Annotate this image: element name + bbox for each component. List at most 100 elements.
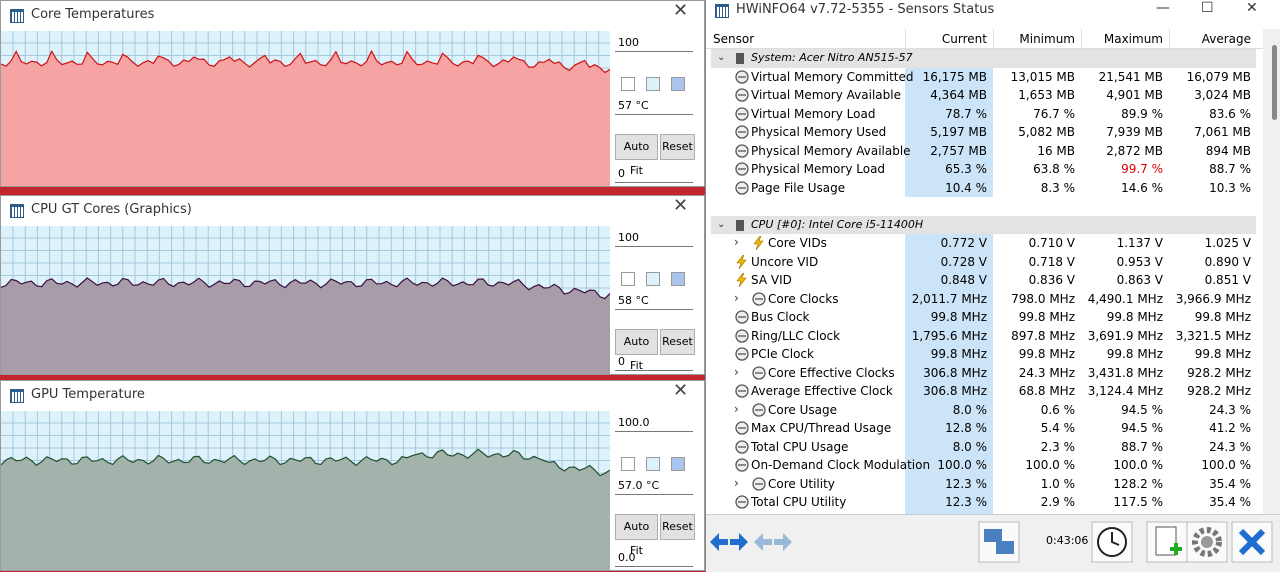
icon-bar [21,392,23,402]
sensor-value: 99.8 MHz [1106,347,1163,361]
collapse-arrow[interactable]: ⌄ [717,52,726,63]
sensor-value: 24.3 MHz [1018,365,1075,380]
close-button[interactable]: ✕ [673,195,689,216]
nav-button[interactable] [710,529,748,555]
sensor-value: 68.8 MHz [1018,384,1075,398]
close-button[interactable]: ✕ [673,0,689,21]
bolt-icon [753,236,764,250]
sensor-value: 1.0 % [1040,476,1075,491]
sensor-value: 8.0 % [952,439,987,454]
reset-button[interactable]: Reset [660,134,695,160]
toolbar-button[interactable] [1231,521,1273,563]
reset-button[interactable]: Reset [660,514,695,540]
graph [1,226,610,374]
sensor-value: 78.7 % [945,106,987,121]
graph-line [1,277,610,300]
sensor-value: 88.7 % [1209,162,1251,176]
clock-icon [735,347,749,361]
sensor-value: 2,011.7 MHz [911,291,987,306]
icon-bar [12,207,14,217]
sensor-value: 10.3 % [1209,180,1251,195]
sensor-value: 7,061 MB [1194,125,1251,139]
arrow-right [730,533,748,551]
window-control[interactable]: ✕ [1246,0,1258,16]
clock-icon [735,143,749,158]
clock-icon [735,421,749,435]
color-box[interactable] [621,272,635,286]
color-box[interactable] [646,272,660,286]
color-box[interactable] [671,77,685,91]
expand-arrow[interactable]: › [734,290,739,305]
icon-bar [726,7,728,17]
scale-underline [615,566,693,567]
auto-fit-button[interactable]: Auto Fit [615,134,658,177]
expand-arrow[interactable]: › [734,401,739,416]
sensor-value: 0.863 V [1116,273,1163,287]
clock-icon [735,88,749,102]
sensor-label: Virtual Memory Committed [751,69,914,84]
window-control[interactable]: — [1156,0,1170,16]
auto-fit-button[interactable]: Auto Fit [615,329,658,372]
toolbar: 0:43:06 [706,514,1280,572]
icon-bar [717,7,719,17]
sensor-value: 89.9 % [1121,106,1163,121]
sensor-label: Virtual Memory Load [751,106,876,121]
expand-arrow[interactable]: › [734,364,739,379]
current-column-bg [905,67,993,197]
sensor-value: 3,321.5 MHz [1175,328,1251,343]
chip-icon [736,53,744,64]
sensor-value: 0.772 V [940,236,987,250]
bolt [736,254,747,269]
window-control[interactable]: ☐ [1201,0,1214,16]
color-box[interactable] [646,77,660,91]
auto-fit-button[interactable]: Auto Fit [615,514,658,557]
scale-underline [615,494,693,495]
sensor-value: 99.8 MHz [930,310,987,324]
nav-button[interactable] [754,529,792,555]
current-value: 58 °C [618,294,649,307]
sensor-value: 2,872 MB [1106,143,1163,158]
expand-arrow[interactable]: › [734,235,739,249]
sensor-label: Virtual Memory Available [751,88,901,102]
sensor-value: 94.5 % [1121,421,1163,435]
sensor-value: 13,015 MB [1010,69,1075,84]
graph-area [1,278,610,374]
monitor [984,529,1002,542]
graph-line [1,448,610,477]
close-button[interactable]: ✕ [673,380,689,401]
sensor-value: 928.2 MHz [1187,384,1251,398]
sensor-value: 0.848 V [940,273,987,287]
sensor-value: 3,691.9 MHz [1087,328,1163,343]
group-header-bg [711,215,1256,234]
color-box[interactable] [646,457,660,471]
color-box[interactable] [671,457,685,471]
sensor-value: 3,966.9 MHz [1175,291,1251,306]
clock-icon [752,402,766,417]
sensor-label: SA VID [751,273,792,287]
sensor-value: 1,795.6 MHz [911,328,987,343]
color-box[interactable] [621,77,635,91]
arrow-left [754,533,772,551]
color-box[interactable] [621,457,635,471]
sensor-label: Uncore VID [751,254,819,269]
sensor-value: 2.9 % [1040,495,1075,509]
sensor-value: 21,541 MB [1098,69,1163,84]
sensor-value: 798.0 MHz [1011,291,1075,306]
column-divider [993,29,994,48]
chip-icon [736,219,744,231]
scale-underline [615,370,693,371]
app-icon [10,9,24,23]
expand-arrow[interactable]: › [734,475,739,490]
color-box[interactable] [671,272,685,286]
reset-button[interactable]: Reset [660,329,695,355]
sensor-value: 0.728 V [940,254,987,269]
bolt [736,273,747,287]
sensor-value: 4,364 MB [930,88,987,102]
sensor-label: Max CPU/Thread Usage [751,421,892,435]
toolbar-button[interactable] [1186,521,1228,563]
toolbar-button[interactable] [1146,521,1188,563]
toolbar-button[interactable] [1091,521,1133,563]
toolbar-button[interactable] [978,521,1020,563]
button-frame [1231,521,1273,563]
collapse-arrow[interactable]: ⌄ [717,218,726,230]
